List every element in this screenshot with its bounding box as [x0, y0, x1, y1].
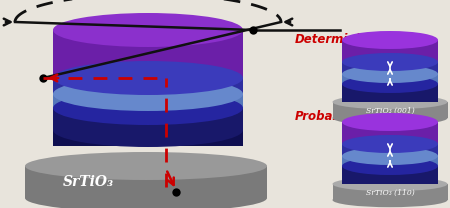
- Ellipse shape: [53, 113, 243, 147]
- Ellipse shape: [333, 177, 447, 191]
- Bar: [342, 84, 438, 102]
- Ellipse shape: [53, 13, 243, 47]
- Text: Deterministic: Deterministic: [295, 33, 384, 46]
- Bar: [53, 78, 243, 94]
- Ellipse shape: [342, 31, 438, 49]
- Ellipse shape: [342, 75, 438, 93]
- Bar: [53, 30, 243, 78]
- Bar: [53, 130, 243, 146]
- Bar: [342, 122, 438, 144]
- Ellipse shape: [342, 157, 438, 175]
- Bar: [342, 144, 438, 156]
- Ellipse shape: [342, 113, 438, 131]
- Bar: [342, 40, 438, 62]
- Text: SrTiO₃ (001): SrTiO₃ (001): [365, 107, 414, 115]
- Bar: [342, 74, 438, 84]
- Bar: [53, 108, 243, 130]
- Ellipse shape: [342, 53, 438, 71]
- Ellipse shape: [53, 91, 243, 125]
- Ellipse shape: [25, 184, 267, 208]
- Ellipse shape: [342, 147, 438, 165]
- Bar: [53, 94, 243, 108]
- Bar: [25, 166, 267, 198]
- Ellipse shape: [342, 135, 438, 153]
- Ellipse shape: [53, 77, 243, 111]
- Ellipse shape: [25, 152, 267, 180]
- Bar: [333, 102, 448, 118]
- Text: SrTiO₃ (110): SrTiO₃ (110): [365, 189, 414, 197]
- Ellipse shape: [342, 65, 438, 83]
- Ellipse shape: [333, 95, 447, 109]
- Text: Probabilistic: Probabilistic: [295, 110, 378, 123]
- Ellipse shape: [333, 193, 447, 207]
- Bar: [342, 62, 438, 74]
- Ellipse shape: [333, 111, 447, 125]
- Bar: [333, 184, 448, 200]
- Bar: [342, 156, 438, 166]
- Bar: [342, 166, 438, 184]
- Ellipse shape: [53, 61, 243, 95]
- Text: SrTiO₃: SrTiO₃: [63, 175, 114, 189]
